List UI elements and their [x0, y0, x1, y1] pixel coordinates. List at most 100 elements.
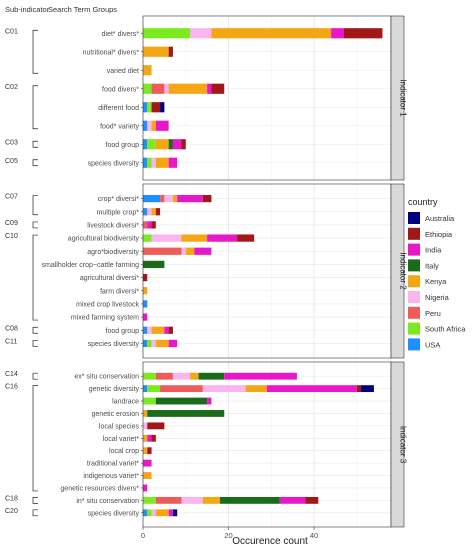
row-label-species-diversity: species diversity: [88, 341, 140, 348]
bar-food-divers-kenya: [168, 83, 208, 94]
bar-local-variet-kenya: [143, 434, 148, 442]
bar-diet-divers-south-africa: [143, 28, 191, 39]
subindicator-c01: C01: [5, 28, 18, 35]
bar-diet-divers-india: [331, 28, 344, 39]
bar-different-food-south-africa: [147, 102, 152, 113]
bracket-c07: [32, 195, 38, 216]
bracket-c08: [32, 326, 38, 334]
legend-label-kenya: Kenya: [425, 277, 447, 286]
bar-ex-situ-conservation-nigeria: [172, 372, 191, 380]
row-label-agro-biodiversity: agro*biodiversity: [87, 249, 139, 256]
x-tick-label: 40: [310, 531, 318, 540]
bar-species-diversity-nigeria: [151, 339, 156, 348]
bracket-c05: [32, 159, 38, 167]
legend-swatch-kenya: [408, 275, 420, 288]
bar-species-diversity-kenya: [155, 157, 169, 168]
bar-crop-diversi-usa: [143, 194, 161, 203]
bar-nutritional-divers-ethiopia: [168, 46, 173, 57]
bar-nutritional-divers-kenya: [143, 46, 169, 57]
bar-food-group-south-africa: [147, 139, 156, 150]
bar-agro-biodiversity-peru: [143, 247, 182, 255]
legend-swatch-peru: [408, 306, 420, 319]
bar-food-group-nigeria: [147, 326, 152, 334]
bar-in-situ-conservation-nigeria: [181, 496, 203, 504]
legend: country Australia Ethiopia India Italy Kenya N…: [408, 197, 466, 351]
bracket-c09: [32, 221, 38, 229]
subindicator-c03: C03: [5, 139, 18, 146]
bar-genetic-diversity-south-africa: [147, 385, 161, 393]
bar-agro-biodiversity-nigeria: [181, 247, 186, 255]
bar-species-diversity-usa: [143, 157, 148, 168]
row-label-food-variety: food* variety: [100, 123, 139, 130]
bar-different-food-usa: [143, 102, 148, 113]
bar-food-variety-usa: [143, 120, 148, 131]
legend-swatch-ethiopia: [408, 227, 420, 240]
bar-food-divers-nigeria: [164, 83, 169, 94]
bar-species-diversity-kenya: [155, 339, 169, 348]
bar-traditional-variet-india: [143, 459, 152, 467]
bar-ex-situ-conservation-south-africa: [143, 372, 156, 380]
bar-agro-biodiversity-kenya: [185, 247, 195, 255]
bar-species-diversity-usa: [143, 509, 148, 517]
bar-crop-diversi-india: [177, 194, 203, 203]
bar-livestock-diversi-peru: [143, 221, 148, 229]
bar-food-divers-ethiopia: [211, 83, 225, 94]
panel-2-strip-label: Indicator 2: [399, 252, 408, 290]
subindicator-c18: C18: [5, 495, 18, 502]
legend-swatch-south-africa: [408, 322, 420, 335]
bracket-c16: [32, 385, 38, 492]
legend-swatch-usa: [408, 338, 420, 351]
bar-agricultural-biodiversity-india: [207, 234, 238, 242]
bracket-c18: [32, 497, 38, 504]
bar-agro-biodiversity-india: [194, 247, 212, 255]
bar-food-divers-south-africa: [143, 83, 152, 94]
row-label-local-variet: local variet*: [103, 436, 139, 443]
bar-genetic-resources-divers-india: [143, 484, 148, 492]
x-tick-label: 0: [141, 531, 145, 540]
row-label-diet-divers: diet* divers*: [102, 31, 140, 38]
bar-crop-diversi-ethiopia: [202, 194, 212, 203]
bar-agricultural-biodiversity-ethiopia: [237, 234, 255, 242]
subindicator-c16: C16: [5, 384, 18, 391]
bar-mixed-farming-system-india: [143, 313, 148, 321]
bar-species-diversity-nigeria: [151, 157, 156, 168]
row-label-traditional-variet: traditional variet*: [87, 461, 139, 468]
legend-label-peru: Peru: [425, 309, 441, 318]
bar-multiple-crop-nigeria: [147, 208, 152, 216]
subindicator-c09: C09: [5, 220, 18, 227]
x-axis-title: Occurence count: [232, 536, 308, 547]
bar-local-variet-ethiopia: [151, 434, 156, 442]
bar-diet-divers-kenya: [211, 28, 332, 39]
bar-species-diversity-australia: [172, 509, 178, 517]
legend-label-ethiopia: Ethiopia: [425, 230, 453, 239]
panel-2-background: [143, 184, 391, 358]
panel-2-strip: [390, 183, 405, 359]
row-label-species-diversity: species diversity: [88, 510, 140, 517]
bracket-c03: [32, 140, 38, 148]
row-label-ex-situ-conservation: ex* situ conservation: [74, 374, 139, 381]
bracket-c01: [32, 29, 38, 74]
bar-local-species-nigeria: [143, 422, 148, 430]
bar-agricultural-diversi-ethiopia: [143, 273, 148, 282]
bar-diet-divers-ethiopia: [343, 28, 383, 39]
panel-3-strip-label: Indicator 3: [399, 426, 408, 464]
row-label-crop-diversi: crop* diversi*: [98, 196, 140, 203]
row-label-smallholder-crop-cattle-farming: smallholder crop−cattle farming: [42, 262, 140, 269]
legend-label-india: India: [425, 246, 442, 255]
bar-landrace-italy: [155, 397, 208, 405]
bar-food-group-india: [164, 326, 169, 334]
bracket-c14: [32, 372, 38, 380]
bar-species-diversity-nigeria: [151, 509, 156, 517]
bar-food-group-ethiopia: [168, 326, 173, 334]
bar-food-group-usa: [143, 326, 148, 334]
legend-label-south-africa: South Africa: [425, 325, 466, 334]
x-tick-label: 20: [224, 531, 232, 540]
bar-food-group-kenya: [155, 139, 169, 150]
row-label-food-group: food group: [106, 328, 140, 335]
plot-area: diet* divers* nutritional* divers* varied …: [5, 15, 408, 540]
legend-label-italy: Italy: [425, 261, 439, 270]
bar-in-situ-conservation-india: [279, 496, 306, 504]
bar-agricultural-biodiversity-nigeria: [151, 234, 182, 242]
row-label-local-crop: local crop: [109, 448, 139, 455]
